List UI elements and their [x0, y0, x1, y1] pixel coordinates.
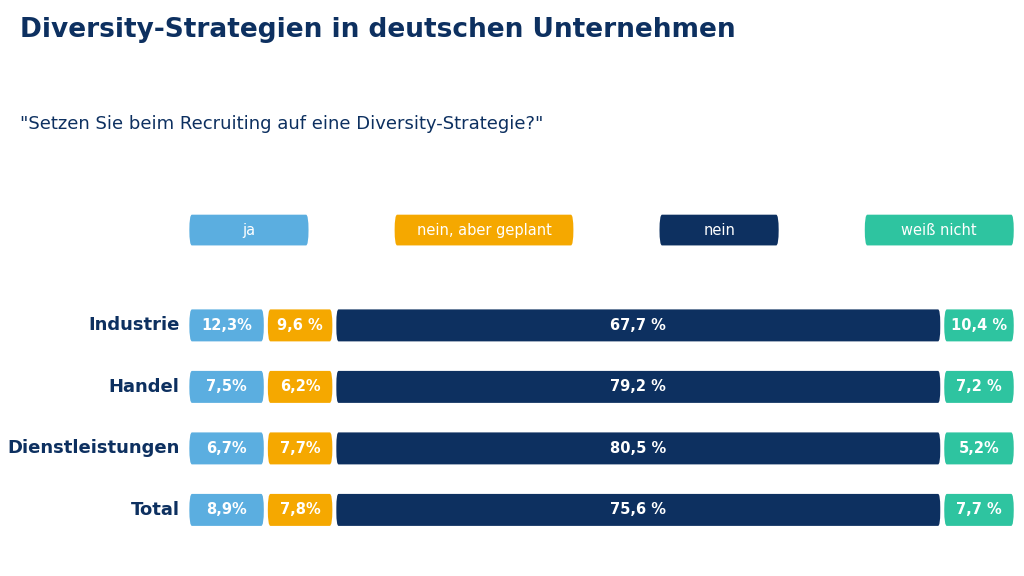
Text: 75,6 %: 75,6 %	[610, 502, 667, 517]
Text: 7,5%: 7,5%	[206, 380, 247, 395]
Text: nein, aber geplant: nein, aber geplant	[417, 222, 552, 237]
Text: Total: Total	[130, 501, 179, 519]
Text: nein: nein	[703, 222, 735, 237]
FancyBboxPatch shape	[268, 494, 333, 526]
FancyBboxPatch shape	[944, 433, 1014, 464]
Text: Industrie: Industrie	[88, 316, 179, 335]
FancyBboxPatch shape	[336, 309, 940, 342]
Text: weiß nicht: weiß nicht	[901, 222, 977, 237]
Text: 6,2%: 6,2%	[280, 380, 321, 395]
FancyBboxPatch shape	[268, 371, 333, 403]
FancyBboxPatch shape	[189, 215, 308, 245]
FancyBboxPatch shape	[336, 494, 940, 526]
Text: Dienstleistungen: Dienstleistungen	[7, 439, 179, 457]
Text: 7,2 %: 7,2 %	[956, 380, 1001, 395]
FancyBboxPatch shape	[944, 309, 1014, 342]
FancyBboxPatch shape	[189, 309, 264, 342]
Text: 80,5 %: 80,5 %	[610, 441, 667, 456]
Text: 67,7 %: 67,7 %	[610, 318, 667, 333]
FancyBboxPatch shape	[659, 215, 778, 245]
FancyBboxPatch shape	[864, 215, 1014, 245]
FancyBboxPatch shape	[336, 371, 940, 403]
FancyBboxPatch shape	[189, 371, 264, 403]
FancyBboxPatch shape	[944, 494, 1014, 526]
Text: Diversity-Strategien in deutschen Unternehmen: Diversity-Strategien in deutschen Untern…	[20, 17, 736, 43]
FancyBboxPatch shape	[268, 309, 333, 342]
Text: 79,2 %: 79,2 %	[610, 380, 667, 395]
Text: 5,2%: 5,2%	[958, 441, 999, 456]
Text: 8,9%: 8,9%	[206, 502, 247, 517]
Text: Handel: Handel	[109, 378, 179, 396]
Text: 7,7 %: 7,7 %	[956, 502, 1001, 517]
Text: 6,7%: 6,7%	[206, 441, 247, 456]
Text: 10,4 %: 10,4 %	[951, 318, 1007, 333]
Text: "Setzen Sie beim Recruiting auf eine Diversity-Strategie?": "Setzen Sie beim Recruiting auf eine Div…	[20, 115, 544, 133]
FancyBboxPatch shape	[944, 371, 1014, 403]
Text: 9,6 %: 9,6 %	[278, 318, 323, 333]
Text: 7,7%: 7,7%	[280, 441, 321, 456]
Text: 7,8%: 7,8%	[280, 502, 321, 517]
FancyBboxPatch shape	[394, 215, 573, 245]
Text: 12,3%: 12,3%	[201, 318, 252, 333]
FancyBboxPatch shape	[268, 433, 333, 464]
FancyBboxPatch shape	[189, 433, 264, 464]
FancyBboxPatch shape	[189, 494, 264, 526]
FancyBboxPatch shape	[336, 433, 940, 464]
Text: ja: ja	[243, 222, 256, 237]
